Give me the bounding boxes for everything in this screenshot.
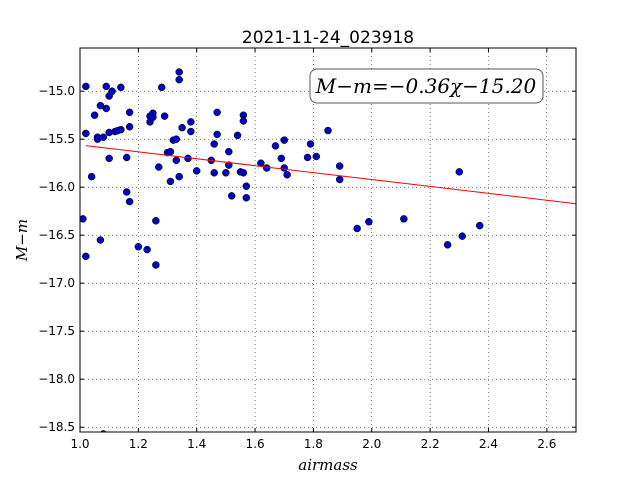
y-axis-label: M−m: [13, 219, 31, 262]
data-point: [80, 215, 87, 223]
data-point: [277, 154, 286, 163]
data-point: [149, 113, 157, 121]
data-point: [152, 261, 160, 269]
data-point: [222, 169, 230, 177]
data-point: [178, 123, 186, 132]
data-point: [117, 125, 125, 134]
data-point: [192, 167, 201, 175]
data-point: [335, 162, 344, 170]
data-point: [125, 108, 134, 117]
fit-equation: M−m=−0.36χ−15.20: [315, 74, 537, 98]
data-point: [335, 175, 344, 184]
plot-background: [80, 48, 576, 432]
x-tick-label: 1.0: [70, 437, 89, 451]
data-point: [108, 87, 116, 95]
data-point: [271, 142, 280, 150]
data-point: [125, 197, 134, 206]
data-point: [324, 126, 332, 135]
data-point: [455, 168, 464, 176]
y-tick-label: −17.5: [38, 324, 75, 338]
x-tick-label: 2.4: [479, 437, 498, 451]
data-point: [312, 152, 321, 161]
data-point: [443, 241, 452, 249]
x-tick-label: 1.6: [246, 437, 265, 451]
scatter-series: [80, 68, 484, 432]
data-point: [82, 252, 90, 261]
data-point: [262, 164, 271, 172]
data-point: [213, 130, 221, 139]
data-point: [227, 192, 236, 200]
data-point: [157, 83, 166, 92]
data-point: [166, 147, 175, 156]
data-point: [239, 169, 248, 177]
data-point: [172, 135, 181, 143]
data-point: [458, 232, 466, 240]
data-point: [242, 182, 251, 190]
data-point: [166, 177, 175, 186]
data-point: [102, 82, 111, 91]
data-point: [213, 108, 221, 117]
data-point: [122, 188, 131, 196]
data-point: [400, 215, 408, 223]
x-tick-label: 2.6: [537, 437, 556, 451]
data-point: [143, 245, 151, 254]
y-tick-label: −16.0: [38, 180, 75, 194]
data-point: [102, 104, 111, 113]
axes-frame: [79, 47, 577, 433]
data-point: [160, 112, 169, 120]
data-point: [172, 156, 181, 165]
fit-line: [85, 145, 576, 205]
x-tick-label: 1.2: [129, 437, 148, 451]
data-point: [306, 140, 315, 148]
data-point: [280, 164, 288, 172]
data-point: [175, 172, 183, 181]
y-tick-label: −17.0: [38, 276, 75, 290]
data-point: [187, 127, 195, 136]
x-axis-label: airmass: [298, 456, 358, 474]
data-point: [365, 218, 373, 226]
y-tick-label: −16.5: [38, 228, 75, 242]
data-point: [99, 133, 108, 142]
data-point: [87, 172, 96, 181]
plot-area: 1.0 1.2 1.4 1.6 1.8 2.0 2.2 2.4 2.6 −15.0 −15.5 −16…: [38, 47, 577, 451]
data-point: [175, 68, 183, 76]
data-point: [475, 221, 484, 230]
y-tick-label: −18.0: [38, 372, 75, 386]
data-point: [303, 153, 312, 162]
data-point: [125, 122, 134, 131]
data-point: [187, 118, 195, 126]
y-tick-label: −18.5: [38, 420, 75, 434]
x-tick-label: 2.0: [362, 437, 381, 451]
data-point: [122, 153, 131, 162]
data-point: [283, 170, 291, 179]
data-point: [225, 161, 233, 169]
data-point: [210, 169, 218, 177]
data-point: [239, 117, 248, 125]
data-point: [175, 75, 183, 84]
fit-annotation-box: [309, 68, 544, 104]
data-point: [134, 242, 143, 251]
data-point: [210, 140, 218, 148]
data-point: [82, 129, 90, 138]
data-point: [280, 136, 288, 144]
data-point: [353, 224, 361, 233]
x-tick-label: 1.4: [187, 437, 206, 451]
data-point: [233, 131, 242, 140]
y-tick-label: −15.5: [38, 132, 75, 146]
data-point: [225, 147, 233, 156]
data-point: [96, 236, 105, 244]
data-point: [105, 154, 113, 163]
x-tick-label: 2.2: [421, 437, 440, 451]
data-point: [152, 217, 160, 225]
x-tick-label: 1.8: [304, 437, 323, 451]
data-point: [117, 83, 125, 92]
data-point: [242, 194, 251, 202]
data-point: [155, 163, 163, 171]
chart-title: 2021-11-24_023918: [242, 28, 414, 48]
y-tick-label: −15.0: [38, 84, 75, 98]
data-point: [82, 82, 90, 91]
data-point: [90, 111, 99, 119]
